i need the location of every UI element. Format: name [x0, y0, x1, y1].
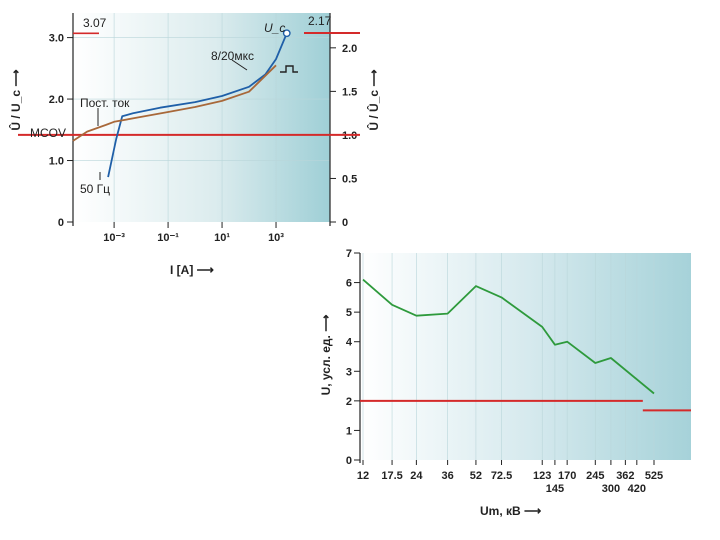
y-tick-label: 6 — [346, 278, 352, 290]
y-right-axis-label: Û / Û_c ⟶ — [366, 69, 381, 130]
ac-label: 50 Гц — [80, 182, 110, 196]
x-tick-label: 10¹ — [214, 232, 230, 244]
right-top-value: 2.17 — [308, 14, 332, 28]
x-tick-label: 36 — [441, 470, 453, 482]
y-right-tick-label: 2.0 — [342, 43, 357, 55]
grid — [73, 13, 330, 222]
y-tick-label: 2 — [346, 396, 352, 408]
impulse-label: 8/20мкс — [211, 49, 254, 63]
x-tick-label: 17.5 — [381, 470, 402, 482]
x-tick-label: 10³ — [268, 232, 284, 244]
y-axis-label: U, усл. ед. ⟶ — [319, 315, 333, 396]
y-right-tick-label: 0.5 — [342, 173, 357, 185]
x-axis-label: Um, кВ ⟶ — [480, 504, 541, 518]
x-tick-label: 52 — [470, 470, 482, 482]
plot-area — [73, 13, 330, 222]
reference-lines — [360, 399, 691, 412]
plot-area — [360, 253, 691, 460]
series — [362, 278, 655, 395]
y-left-tick-label: 3.0 — [49, 33, 64, 45]
y-tick-label: 3 — [346, 366, 352, 378]
x-tick-label: 24 — [410, 470, 423, 482]
left-top-value: 3.07 — [83, 16, 107, 30]
y-tick-label: 0 — [346, 455, 352, 467]
mcov-label: MCOV — [30, 126, 66, 140]
series-line-2 — [72, 64, 277, 142]
x-tick-label: 300 — [602, 483, 620, 495]
x-tick-label: 145 — [546, 483, 564, 495]
x-tick-label: 12 — [357, 470, 369, 482]
x-tick-label: 10⁻³ — [103, 232, 125, 244]
x-tick-label: 420 — [628, 483, 646, 495]
x-axis-label: I [A] ⟶ — [170, 263, 214, 277]
impulse-leader — [231, 59, 248, 71]
x-tick-label: 123 — [533, 470, 551, 482]
series — [72, 32, 288, 178]
x-tick-label: 362 — [616, 470, 634, 482]
y-tick-label: 1 — [346, 425, 352, 437]
x-tick-label: 245 — [586, 470, 604, 482]
y-tick-label: 4 — [346, 337, 353, 349]
y-tick-label: 7 — [346, 248, 352, 260]
y-left-tick-label: 1.0 — [49, 156, 64, 168]
impulse-icon — [280, 65, 298, 73]
y-tick-label: 5 — [346, 307, 352, 319]
y-right-tick-label: 1.5 — [342, 86, 357, 98]
x-tick-label: 170 — [558, 470, 576, 482]
peak-point — [282, 29, 291, 38]
x-tick-label: 10⁻¹ — [157, 232, 179, 244]
x-tick-label: 72.5 — [491, 470, 512, 482]
dc-label: Пост. ток — [80, 96, 130, 110]
y-right-tick-label: 0 — [342, 217, 348, 229]
x-tick-label: 525 — [645, 470, 663, 482]
y-left-tick-label: 2.0 — [49, 94, 64, 106]
y-left-axis-label: Û / U_c ⟶ — [8, 69, 23, 130]
y-left-tick-label: 0 — [58, 217, 64, 229]
series-line-1 — [362, 278, 655, 395]
grid — [362, 253, 655, 460]
uc-label: U_c — [264, 21, 285, 35]
